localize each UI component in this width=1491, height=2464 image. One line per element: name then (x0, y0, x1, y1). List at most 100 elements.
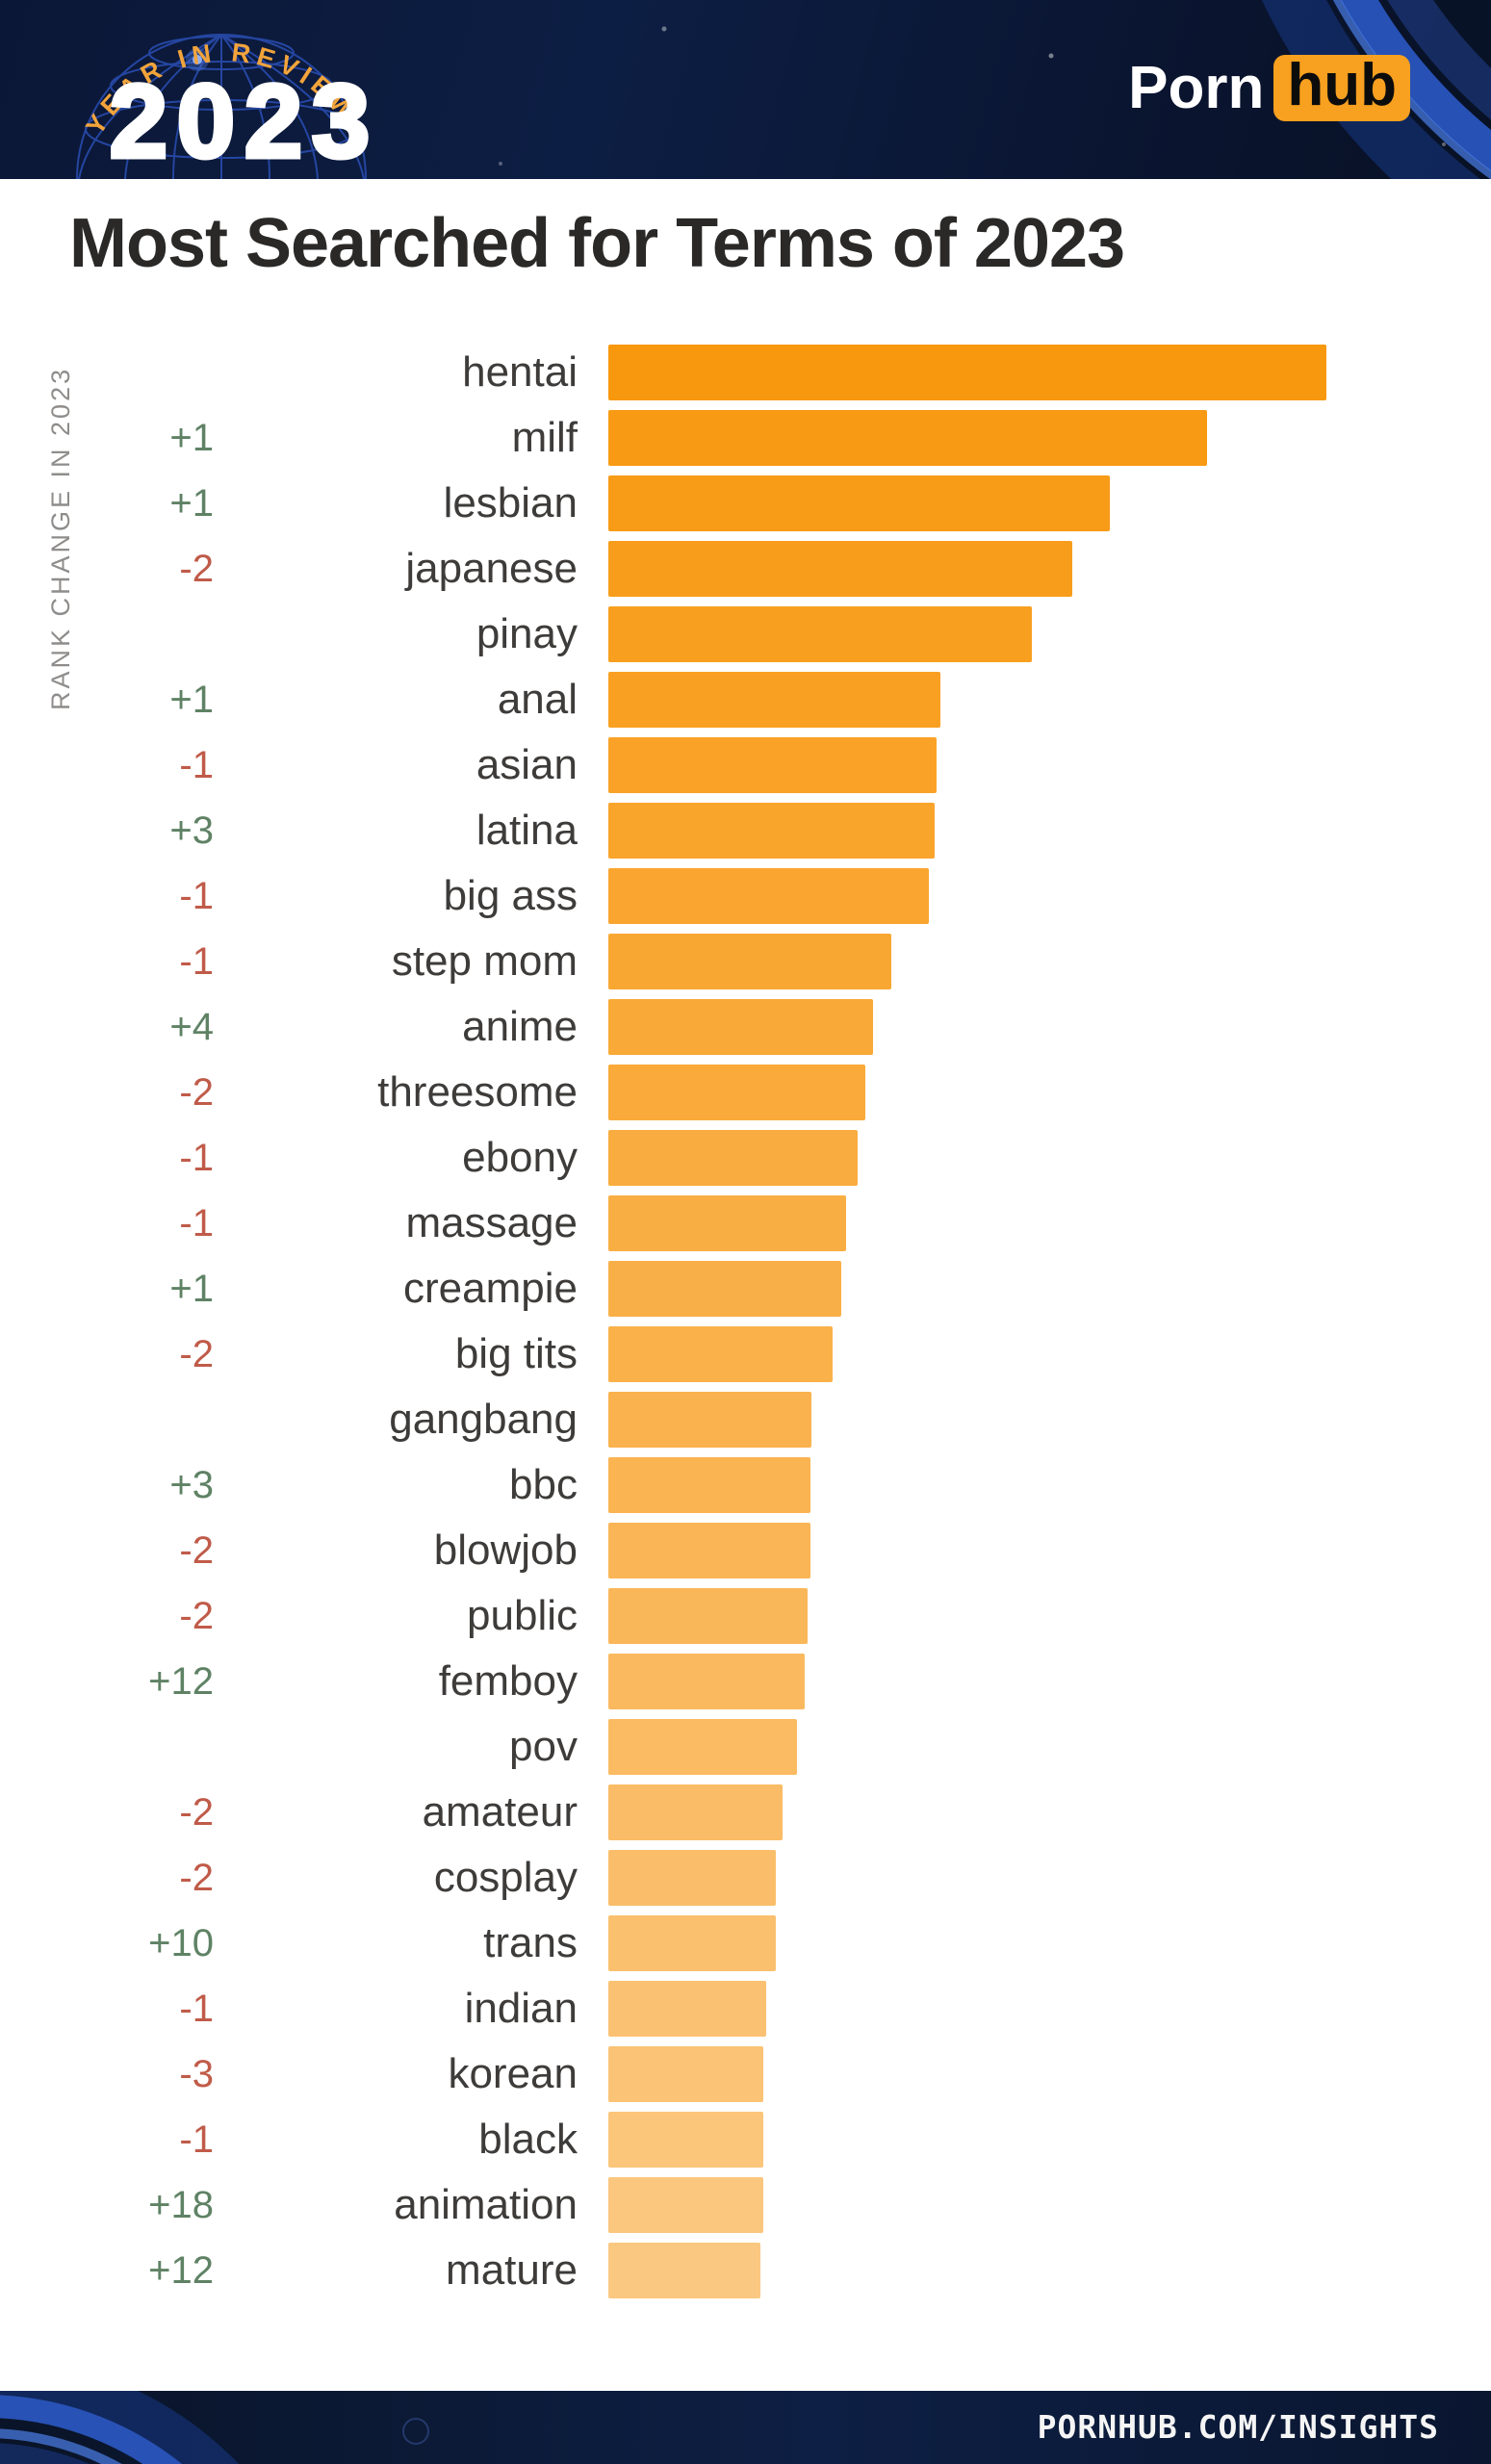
bar-track (608, 1981, 1326, 2037)
term-bar (608, 2046, 764, 2102)
term-row-milf: +1 milf (0, 410, 1491, 466)
term-row-cosplay: -2 cosplay (0, 1850, 1491, 1906)
term-bar (608, 1981, 767, 2037)
term-row-animation: +18 animation (0, 2177, 1491, 2233)
term-label: gangbang (389, 1396, 578, 1443)
bar-track (608, 868, 1326, 924)
term-row-black: -1 black (0, 2112, 1491, 2168)
bar-track (608, 1915, 1326, 1971)
term-label: anime (462, 1003, 578, 1050)
rank-change: +1 (169, 417, 214, 459)
term-label: trans (483, 1919, 578, 1966)
logo-porn-wordmark: Porn (1128, 55, 1265, 121)
term-row-big-ass: -1 big ass (0, 868, 1491, 924)
rank-change: -2 (179, 1595, 214, 1637)
bar-track (608, 1457, 1326, 1513)
term-label: black (478, 2116, 578, 2163)
term-row-creampie: +1 creampie (0, 1261, 1491, 1317)
term-label: anal (497, 676, 578, 723)
term-row-femboy: +12 femboy (0, 1654, 1491, 1709)
term-row-ebony: -1 ebony (0, 1130, 1491, 1186)
term-bar (608, 1850, 776, 1906)
term-row-big-tits: -2 big tits (0, 1326, 1491, 1382)
term-label: japanese (405, 545, 578, 592)
term-row-korean: -3 korean (0, 2046, 1491, 2102)
badge-year-text: 2023 (107, 63, 380, 179)
term-label: bbc (509, 1461, 578, 1508)
footer-banner: PORNHUB.COM/INSIGHTS (0, 2391, 1491, 2464)
insights-url: PORNHUB.COM/INSIGHTS (1037, 2408, 1439, 2446)
term-label: korean (448, 2050, 578, 2097)
term-label: threesome (377, 1068, 578, 1116)
term-row-bbc: +3 bbc (0, 1457, 1491, 1513)
term-row-pinay: pinay (0, 606, 1491, 662)
term-row-indian: -1 indian (0, 1981, 1491, 2037)
rank-change: +3 (169, 809, 214, 852)
term-row-amateur: -2 amateur (0, 1784, 1491, 1840)
term-row-latina: +3 latina (0, 803, 1491, 859)
term-row-gangbang: gangbang (0, 1392, 1491, 1448)
term-bar (608, 541, 1072, 597)
rank-change: +12 (148, 2249, 214, 2292)
term-bar (608, 672, 940, 728)
rank-change: +1 (169, 679, 214, 721)
bar-track (608, 1130, 1326, 1186)
rank-change: +18 (148, 2184, 214, 2226)
rank-change: -2 (179, 1529, 214, 1572)
term-label: indian (464, 1985, 578, 2032)
term-bar (608, 1784, 784, 1840)
term-label: amateur (422, 1788, 578, 1835)
bar-track (608, 934, 1326, 989)
bar-track (608, 737, 1326, 793)
bar-track (608, 1850, 1326, 1906)
term-row-massage: -1 massage (0, 1195, 1491, 1251)
bar-track (608, 541, 1326, 597)
term-bar (608, 475, 1110, 531)
term-bar (608, 2177, 764, 2233)
page-title: Most Searched for Terms of 2023 (69, 205, 1125, 282)
term-bar (608, 868, 929, 924)
bar-track (608, 2112, 1326, 2168)
term-label: massage (405, 1199, 578, 1246)
rank-change: -1 (179, 744, 214, 786)
term-row-anal: +1 anal (0, 672, 1491, 728)
bar-track (608, 345, 1326, 400)
term-label: mature (446, 2246, 578, 2294)
bar-track (608, 1195, 1326, 1251)
pornhub-logo: Porn hub (1128, 54, 1410, 122)
rank-change: +3 (169, 1464, 214, 1506)
term-row-mature: +12 mature (0, 2243, 1491, 2298)
term-row-hentai: hentai (0, 345, 1491, 400)
bar-track (608, 1719, 1326, 1775)
rank-change: +12 (148, 1660, 214, 1703)
bar-track (608, 2177, 1326, 2233)
globe-graphic: YEAR IN REVIEW (76, 34, 367, 179)
rank-change: -2 (179, 1071, 214, 1114)
rank-change: -1 (179, 875, 214, 917)
rank-change: -3 (179, 2053, 214, 2095)
term-bar (608, 737, 937, 793)
bar-track (608, 475, 1326, 531)
rank-change: +1 (169, 1268, 214, 1310)
term-bar (608, 1130, 858, 1186)
bar-track (608, 1523, 1326, 1578)
bar-track (608, 1588, 1326, 1644)
term-label: big tits (454, 1330, 578, 1377)
bar-track (608, 999, 1326, 1055)
bar-track (608, 1784, 1326, 1840)
term-row-japanese: -2 japanese (0, 541, 1491, 597)
term-bar (608, 606, 1033, 662)
rank-change: -1 (179, 1202, 214, 1245)
term-row-threesome: -2 threesome (0, 1065, 1491, 1120)
term-label: pov (509, 1723, 578, 1770)
rank-change: +4 (169, 1006, 214, 1048)
bar-track (608, 410, 1326, 466)
rank-change: -2 (179, 1857, 214, 1899)
term-label: hentai (462, 348, 578, 396)
rank-change: -1 (179, 1988, 214, 2030)
bar-chart: hentai +1 milf +1 lesbian -2 japanese pinay +1 an… (0, 345, 1491, 2308)
term-bar (608, 410, 1208, 466)
term-bar (608, 1588, 808, 1644)
term-row-asian: -1 asian (0, 737, 1491, 793)
header-swoosh-graphic (499, 0, 1491, 179)
